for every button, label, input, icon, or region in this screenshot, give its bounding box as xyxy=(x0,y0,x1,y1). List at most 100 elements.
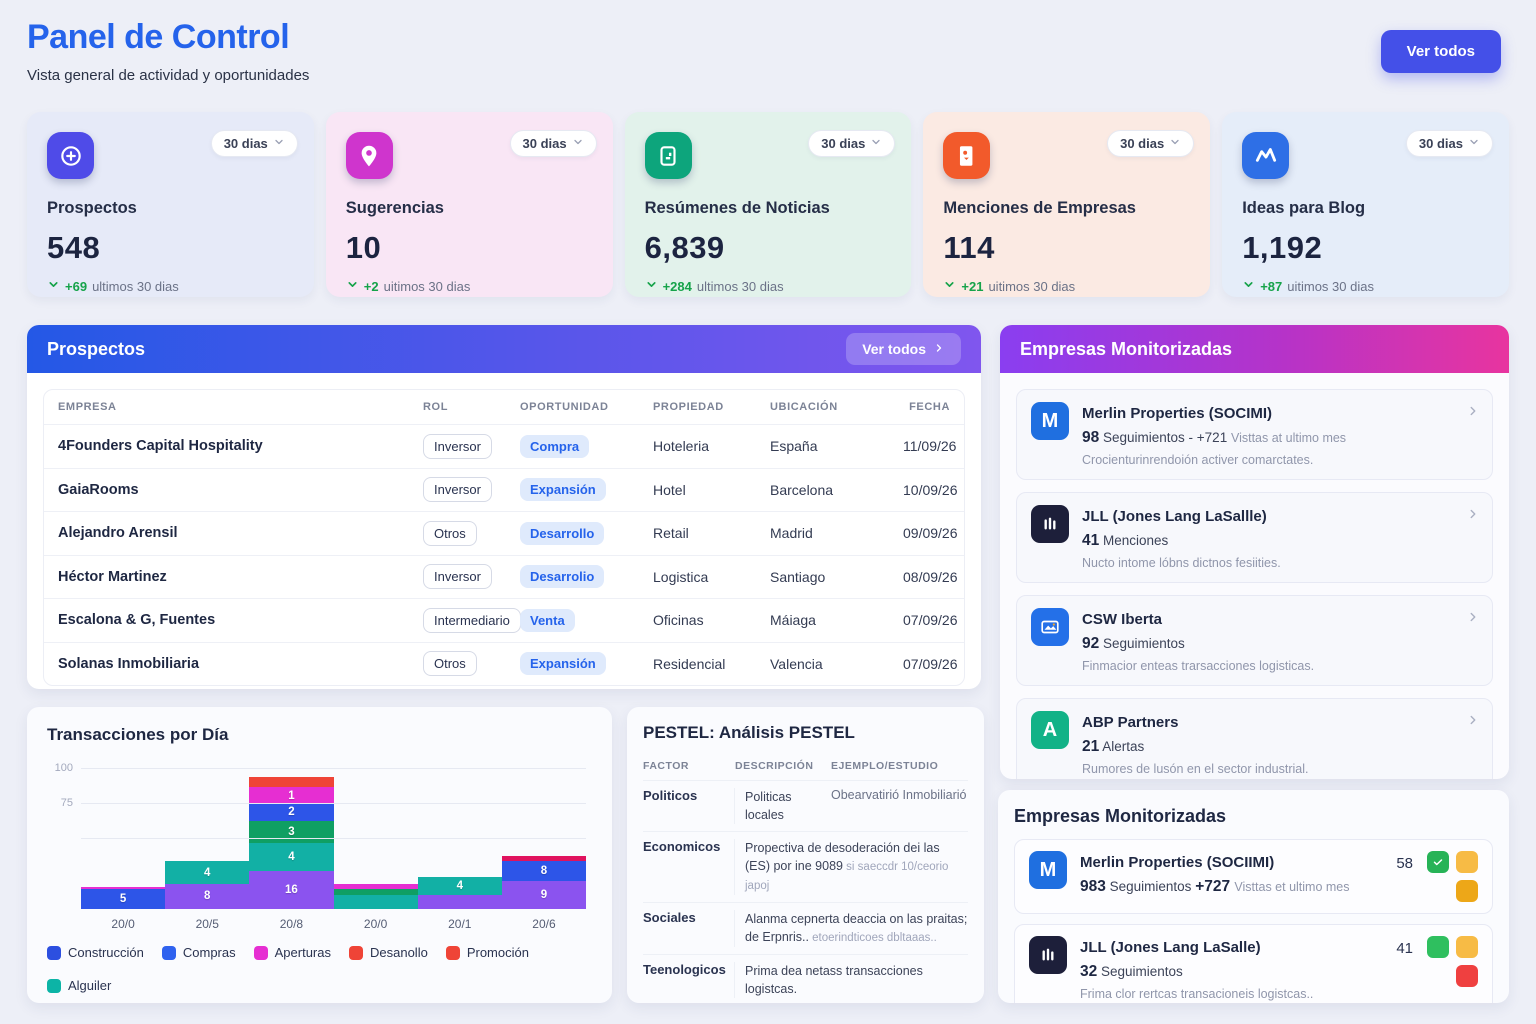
period-label: 30 dias xyxy=(522,136,567,151)
company-name: Merlin Properties (SOCIMI) xyxy=(1082,405,1273,422)
stat-card-value: 10 xyxy=(345,230,382,265)
company-stat: 41 Menciones xyxy=(1082,532,1281,550)
table-row[interactable]: GaiaRooms Inversor Expansión Hotel Barcelona… xyxy=(44,467,964,512)
table-row[interactable]: Alejandro Arensil Otros Desarrollo Retail Ma… xyxy=(44,511,964,555)
monitored-item-merlin-properties-sociimi[interactable]: M Merlin Properties (SOCIIMI) 983 Seguimie… xyxy=(1014,839,1493,914)
x-axis-tick-label: 20/0 xyxy=(363,917,388,931)
prospects-view-all-button[interactable]: Ver todos xyxy=(846,333,961,365)
bar-segment: 8 xyxy=(165,883,250,909)
propiedad-cell: Oficinas xyxy=(653,612,704,629)
legend-swatch xyxy=(253,945,268,960)
fecha-cell: 11/09/26 xyxy=(903,438,957,455)
chevron-down-icon xyxy=(870,136,882,151)
company-desc: Crocienturinrendoión activer comarctates… xyxy=(1082,453,1314,467)
period-label: 30 dias xyxy=(1418,136,1463,151)
file-mention-icon xyxy=(943,132,991,179)
chart-title: Transacciones por Día xyxy=(47,725,229,744)
pestel-card: PESTEL: Análisis PESTEL FACTOR DESCRIPCIÓ… xyxy=(627,707,984,1003)
legend-label: Compras xyxy=(182,945,236,960)
monitored-title: Empresas Monitorizadas xyxy=(1020,338,1233,359)
stacked-bar-chart: 5 8 4 16 4 3 2 1 4 9 8 100 75 20/0 20/5 20/8 20/0 20/1 2… xyxy=(47,759,592,931)
bar-segment: 4 xyxy=(417,876,502,895)
status-badge xyxy=(1456,965,1478,987)
letter-logo-icon: M xyxy=(1031,402,1069,440)
rol-cell: Inversor xyxy=(423,477,520,503)
table-row[interactable]: Héctor Martinez Inversor Desarrolio Logisti… xyxy=(44,554,964,599)
bar-stack: 4 xyxy=(417,876,502,909)
monitored-item-merlin-properties-socimi[interactable]: M Merlin Properties (SOCIMI) 98 Seguimient… xyxy=(1016,389,1493,480)
rol-cell: Inversor xyxy=(423,433,520,459)
bar-segment-label: 8 xyxy=(540,865,548,878)
delta-value: +69 xyxy=(65,278,88,294)
page-subtitle: Vista general de actividad y oportunidad… xyxy=(27,67,310,84)
bar-segment: 4 xyxy=(165,861,250,884)
pestel-desc: Propectiva de desoderación dei las (ES) … xyxy=(735,839,968,894)
table-row[interactable]: 4Founders Capital Hospitality Inversor Com… xyxy=(44,424,964,468)
company-stat: 983 Seguimientos +727 Visttas et ultimo … xyxy=(1080,878,1383,896)
stat-card-menciones-de-empresas: 30 dias Menciones de Empresas 114 +21 uitimo… xyxy=(923,112,1211,297)
chevron-right-icon xyxy=(933,341,945,357)
stat-number: 41 xyxy=(1082,532,1100,549)
bar-segment xyxy=(333,889,418,895)
period-dropdown[interactable]: 30 dias xyxy=(210,130,298,157)
rol-cell: Otros xyxy=(423,520,520,546)
company-stat: 98 Seguimientos - +721 Visttas at ultimo… xyxy=(1082,429,1346,447)
mention-count: 41 xyxy=(1396,940,1413,957)
company-name: GaiaRooms xyxy=(58,481,139,498)
stat-text: Menciones xyxy=(1099,533,1169,548)
bar-stack: 16 4 3 2 1 xyxy=(249,777,334,909)
prospects-table: EMPRESA ROL OPORTUNIDAD PROPIEDAD UBICACIÓN F… xyxy=(43,389,965,686)
pestel-desc: Alanma cepnerta deaccia on las praitas; … xyxy=(735,910,968,947)
stat-card-delta: +284 ultimos 30 dias xyxy=(645,278,892,294)
page-title: Panel de Control xyxy=(27,18,290,56)
prospects-panel: Prospectos Ver todos EMPRESA ROL OPORTUNID… xyxy=(27,325,981,689)
period-dropdown[interactable]: 30 dias xyxy=(509,130,597,157)
bar-segment: 1 xyxy=(249,787,334,805)
period-dropdown[interactable]: 30 dias xyxy=(1405,130,1493,157)
rol-cell: Inversor xyxy=(423,564,520,590)
pestel-factor: Economicos xyxy=(643,839,735,895)
monitored-item-csw-iberta[interactable]: CSW Iberta 92 Seguimientos Finmacior ente… xyxy=(1016,595,1493,686)
period-dropdown[interactable]: 30 dias xyxy=(808,130,896,157)
stat-card-value: 6,839 xyxy=(644,230,725,265)
chart-gridline: 75 xyxy=(61,797,586,809)
table-row[interactable]: Escalona & G, Fuentes Intermediario Venta O… xyxy=(44,598,964,642)
transactions-chart-card: Transacciones por Día 5 8 4 16 4 3 2 1 4 9 8 100 75… xyxy=(27,707,612,1003)
company-stat: 21 Alertas xyxy=(1082,738,1309,756)
stat-card-label: Ideas para Blog xyxy=(1242,199,1366,217)
monitored-panel-header: Empresas Monitorizadas xyxy=(1000,325,1509,373)
legend-label: Promoción xyxy=(466,945,529,960)
bar-segment-label: 9 xyxy=(540,889,548,901)
chart-plot-area: 5 8 4 16 4 3 2 1 4 9 8 100 75 xyxy=(55,759,587,909)
monitored-item-jll-jones-lang-lasallle[interactable]: JLL (Jones Lang LaSallle) 41 Menciones Nu… xyxy=(1016,492,1493,583)
legend-swatch xyxy=(445,945,460,960)
mention-count: 58 xyxy=(1396,855,1413,872)
stat-card-value: 548 xyxy=(47,230,101,265)
monitored-item-jll-jones-lang-lasalle[interactable]: JLL (Jones Lang LaSalle) 32 Seguimientos … xyxy=(1014,924,1493,1003)
legend-swatch xyxy=(47,978,61,993)
period-dropdown[interactable]: 30 dias xyxy=(1107,130,1195,157)
oportunidad-cell: Expansión xyxy=(520,478,653,502)
status-badges xyxy=(1427,936,1478,987)
stat-number: 92 xyxy=(1082,635,1100,652)
table-row[interactable]: Solanas Inmobiliaria Otros Expansión Reside… xyxy=(44,641,964,686)
bar-segment xyxy=(249,777,334,788)
legend-swatch xyxy=(349,945,363,960)
legend-item-aperturas: Aperturas xyxy=(253,945,331,960)
monitored-item-right: 41 xyxy=(1396,936,1478,1001)
legend-swatch xyxy=(161,945,176,960)
letter-logo-icon: A xyxy=(1031,711,1069,749)
oportunidad-cell: Desarrollo xyxy=(520,521,653,545)
prospects-title: Prospectos xyxy=(47,338,146,359)
pestel-factor: Teenologicos xyxy=(643,961,735,998)
rol-chip: Otros xyxy=(423,651,477,677)
rol-cell: Otros xyxy=(423,651,520,677)
bar-segment-label: 4 xyxy=(456,879,463,892)
monitored-item-abp-partners[interactable]: A ABP Partners 21 Alertas Rumores de lusón… xyxy=(1016,698,1493,779)
fecha-cell: 10/09/26 xyxy=(903,481,958,498)
view-all-button[interactable]: Ver todos xyxy=(1380,30,1501,73)
legend-item-construccion: Construcción xyxy=(47,945,144,960)
company-name: Merlin Properties (SOCIIMI) xyxy=(1080,854,1275,871)
propiedad-cell: Logistica xyxy=(653,568,709,585)
ubicacion-cell: España xyxy=(770,438,818,455)
